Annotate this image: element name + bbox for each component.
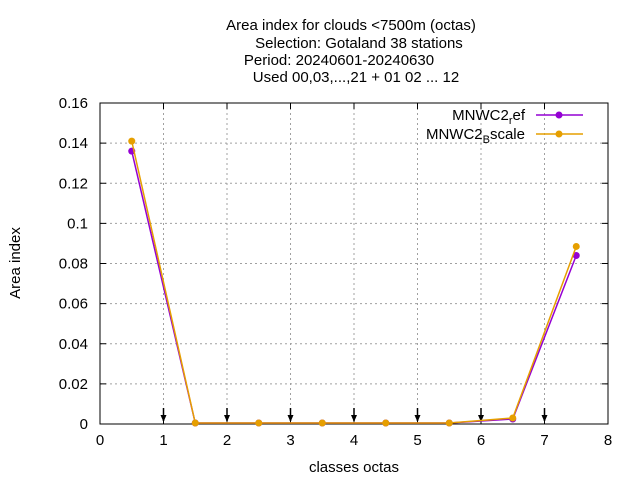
class-boundary-arrow [478, 408, 484, 422]
x-tick-label: 2 [223, 432, 231, 449]
data-point [445, 419, 453, 427]
legend-label: MNWC2Bscale [426, 126, 525, 146]
x-tick-label: 6 [477, 432, 485, 449]
x-tick-label: 4 [350, 432, 358, 449]
x-tick-label: 5 [413, 432, 421, 449]
data-point [572, 242, 580, 250]
x-axis-label: classes octas [309, 459, 399, 476]
data-point [509, 414, 517, 422]
data-point [255, 419, 263, 427]
chart-title: Area index for clouds <7500m (octas) Sel… [226, 17, 476, 86]
series [128, 137, 580, 427]
class-boundary-arrow [351, 408, 357, 422]
series-2 [128, 137, 580, 427]
arrow-head [351, 415, 357, 422]
x-tick-label: 0 [96, 432, 104, 449]
data-point [572, 251, 580, 259]
y-tick-label: 0.08 [59, 256, 88, 273]
class-boundary-arrow [414, 408, 421, 422]
class-boundary-arrow [541, 408, 548, 422]
arrow-head [287, 415, 294, 422]
class-boundary-arrow [224, 408, 230, 422]
y-tick-label: 0.12 [59, 175, 88, 192]
y-tick-label: 0.04 [59, 336, 88, 353]
y-tick-label: 0.1 [67, 215, 88, 232]
legend-swatch-point [555, 111, 563, 119]
axis-ticks: 0 1 2 3 4 5 6 7 8 0 0.02 0.04 0.06 0.08 0.1 0.12 0.14 0.1… [59, 95, 612, 449]
class-boundary-arrow [287, 408, 294, 422]
legend-entry-2: MNWC2Bscale [426, 126, 583, 146]
y-tick-label: 0 [80, 416, 88, 433]
title-line-1: Area index for clouds <7500m (octas) [226, 17, 476, 34]
y-tick-label: 0.16 [59, 95, 88, 112]
data-point [382, 419, 390, 427]
title-line-2: Selection: Gotaland 38 stations [255, 35, 463, 52]
x-tick-label: 3 [286, 432, 294, 449]
title-line-3: Period: 20240601-20240630 [244, 52, 434, 69]
class-markers [160, 408, 548, 422]
arrow-head [160, 415, 167, 422]
x-tick-label: 7 [540, 432, 548, 449]
x-tick-label: 8 [604, 432, 612, 449]
legend-label: MNWC2ref [452, 107, 526, 127]
legend-entry-1: MNWC2ref [452, 107, 583, 127]
arrow-head [478, 415, 484, 422]
grid [100, 103, 608, 424]
arrow-head [224, 415, 230, 422]
y-tick-label: 0.02 [59, 376, 88, 393]
arrow-head [414, 415, 421, 422]
data-point [318, 419, 326, 427]
series-line [131, 140, 577, 424]
y-tick-label: 0.14 [59, 135, 88, 152]
y-tick-label: 0.06 [59, 296, 88, 313]
class-boundary-arrow [160, 408, 167, 422]
title-line-4: Used 00,03,...,21 + 01 02 ... 12 [253, 69, 459, 86]
legend-swatch-point [555, 130, 563, 138]
x-tick-label: 1 [159, 432, 167, 449]
data-point [128, 137, 136, 145]
arrow-head [541, 415, 548, 422]
series-line [131, 150, 577, 424]
data-point [191, 419, 199, 427]
y-axis-label: Area index [7, 227, 24, 299]
